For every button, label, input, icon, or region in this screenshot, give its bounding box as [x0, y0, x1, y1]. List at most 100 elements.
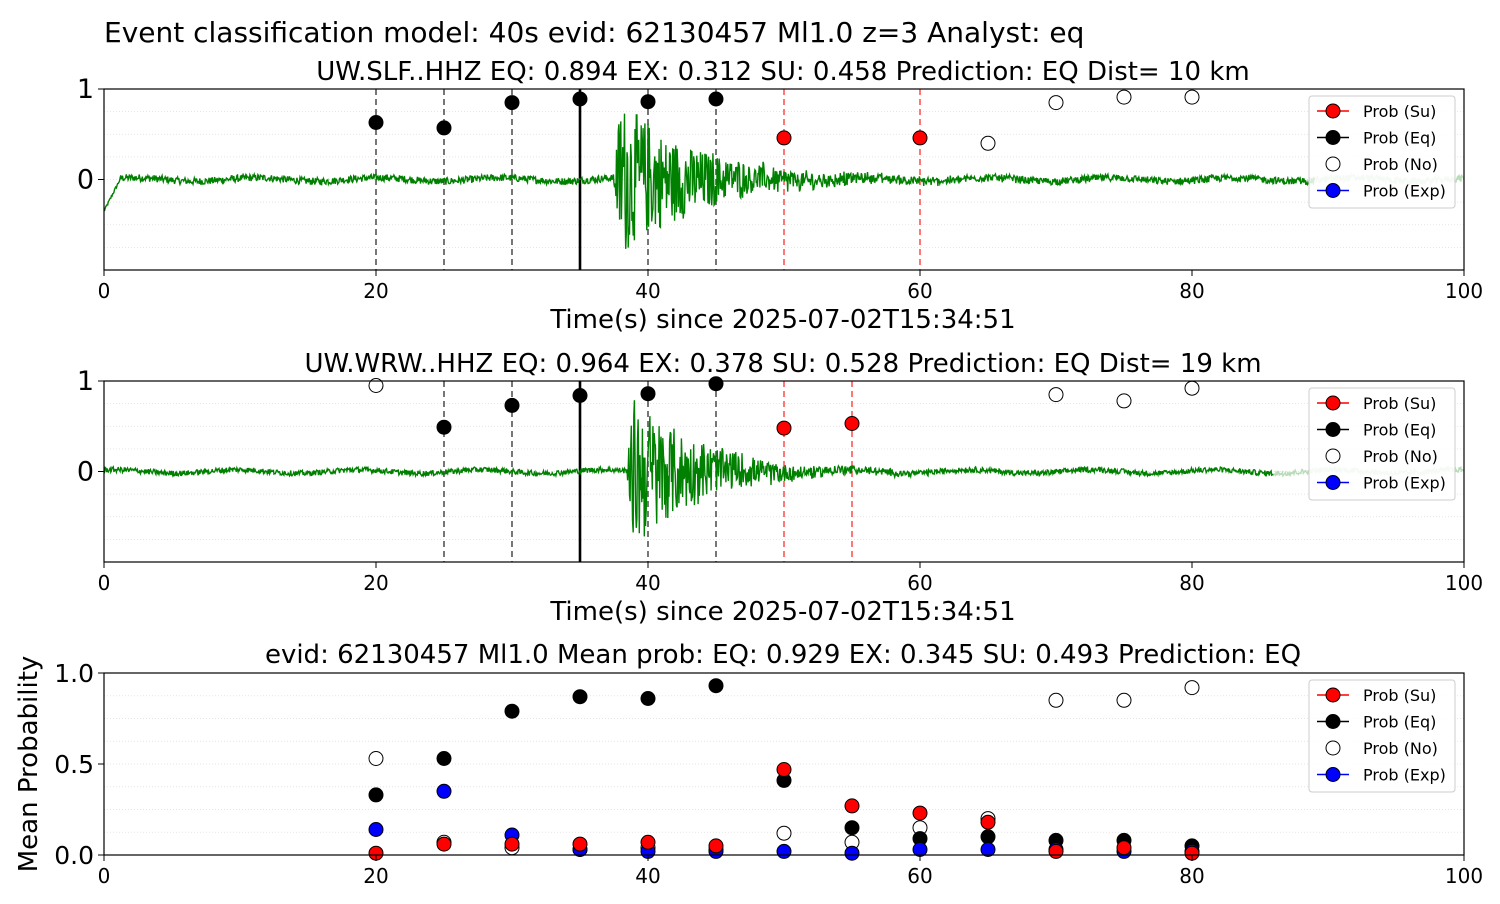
legend-marker-no	[1325, 156, 1341, 172]
point-eq	[436, 751, 452, 766]
point-no	[1116, 393, 1132, 409]
point-no	[980, 135, 996, 151]
point-eq	[504, 95, 520, 111]
point-eq	[572, 689, 588, 705]
y-tick-label: 0	[77, 457, 94, 488]
point-eq	[436, 120, 452, 136]
legend-label-no: Prob (No)	[1363, 739, 1438, 758]
panel-title-slf: UW.SLF..HHZ EQ: 0.894 EX: 0.312 SU: 0.45…	[316, 57, 1249, 87]
legend-label-su: Prob (Su)	[1363, 394, 1436, 413]
x-tick-label: 80	[1179, 571, 1204, 595]
point-eq	[844, 820, 860, 836]
point-eq	[640, 386, 656, 402]
y-tick-label: 1	[77, 74, 94, 105]
point-eq	[504, 703, 520, 719]
x-tick-label: 20	[363, 864, 388, 888]
x-axis-label-wrw: Time(s) since 2025-07-02T15:34:51	[549, 597, 1015, 627]
point-su	[708, 838, 724, 854]
point-eq	[436, 419, 452, 435]
legend-marker-exp	[1325, 183, 1341, 198]
legend-marker-su	[1325, 395, 1341, 411]
y-tick-label: 1	[77, 366, 94, 397]
panel-title-wrw: UW.WRW..HHZ EQ: 0.964 EX: 0.378 SU: 0.52…	[304, 349, 1261, 379]
point-eq	[708, 678, 724, 694]
legend-box	[1308, 95, 1456, 209]
legend-label-exp: Prob (Exp)	[1363, 182, 1446, 201]
x-axis-label-slf: Time(s) since 2025-07-02T15:34:51	[549, 305, 1015, 335]
x-tick-label: 20	[363, 279, 388, 303]
point-su	[1116, 840, 1132, 856]
point-su	[436, 836, 452, 852]
x-tick-label: 100	[1445, 279, 1483, 303]
legend-label-exp: Prob (Exp)	[1363, 474, 1446, 493]
legend-label-eq: Prob (Eq)	[1363, 421, 1436, 440]
x-tick-label: 40	[635, 864, 660, 888]
panel-title-mean: evid: 62130457 Ml1.0 Mean prob: EQ: 0.92…	[265, 640, 1301, 670]
legend-marker-exp	[1325, 767, 1341, 782]
panel-mean-probability: evid: 62130457 Ml1.0 Mean prob: EQ: 0.92…	[14, 640, 1483, 888]
seismic-waveform	[104, 400, 1275, 537]
legend-label-eq: Prob (Eq)	[1363, 713, 1436, 732]
panel-station-slf: UW.SLF..HHZ EQ: 0.894 EX: 0.312 SU: 0.45…	[77, 57, 1483, 335]
legend-box	[1308, 387, 1456, 501]
point-eq	[368, 115, 384, 130]
x-tick-label: 40	[635, 571, 660, 595]
seismic-waveform	[104, 113, 1316, 249]
point-eq	[368, 787, 384, 803]
point-su	[572, 836, 588, 852]
legend-label-su: Prob (Su)	[1363, 686, 1436, 705]
point-su	[844, 416, 860, 431]
point-no	[1116, 692, 1132, 708]
point-su	[912, 805, 928, 821]
point-no	[1048, 95, 1064, 111]
legend-label-no: Prob (No)	[1363, 447, 1438, 466]
x-tick-label: 100	[1445, 571, 1483, 595]
legend-label-no: Prob (No)	[1363, 155, 1438, 174]
x-tick-label: 60	[907, 864, 932, 888]
point-su	[844, 798, 860, 814]
legend-label-exp: Prob (Exp)	[1363, 766, 1446, 785]
point-no	[368, 751, 384, 766]
x-tick-label: 80	[1179, 279, 1204, 303]
y-tick-label: 0	[77, 165, 94, 196]
point-eq	[572, 91, 588, 107]
legend-marker-eq	[1325, 130, 1341, 145]
x-tick-label: 100	[1445, 864, 1483, 888]
legend-box	[1308, 679, 1456, 793]
point-eq	[572, 388, 588, 403]
point-eq	[640, 94, 656, 110]
point-eq	[504, 397, 520, 413]
legend-marker-no	[1325, 448, 1341, 464]
x-tick-label: 60	[907, 571, 932, 595]
legend-marker-no	[1325, 740, 1341, 756]
point-exp	[436, 783, 452, 799]
point-eq	[708, 376, 724, 392]
legend-marker-eq	[1325, 422, 1341, 437]
point-no	[1048, 692, 1064, 708]
figure-suptitle: Event classification model: 40s evid: 62…	[104, 16, 1084, 49]
point-su	[980, 814, 996, 830]
point-exp	[368, 822, 384, 837]
x-tick-label: 40	[635, 279, 660, 303]
point-su	[776, 130, 792, 146]
point-eq	[980, 829, 996, 845]
point-no	[1184, 380, 1200, 396]
point-no	[1184, 680, 1200, 696]
legend-marker-exp	[1325, 475, 1341, 490]
legend-label-su: Prob (Su)	[1363, 102, 1436, 121]
point-no	[1048, 387, 1064, 403]
y-tick-label: 0.0	[54, 841, 94, 870]
x-tick-label: 0	[98, 571, 111, 595]
point-su	[776, 420, 792, 436]
point-exp	[776, 843, 792, 859]
point-su	[912, 130, 928, 146]
point-su	[504, 836, 520, 852]
x-tick-label: 80	[1179, 864, 1204, 888]
point-no	[776, 825, 792, 841]
legend-marker-su	[1325, 687, 1341, 703]
y-axis-label-mean: Mean Probability	[14, 656, 44, 873]
point-no	[1116, 89, 1132, 105]
point-su	[1048, 843, 1064, 859]
